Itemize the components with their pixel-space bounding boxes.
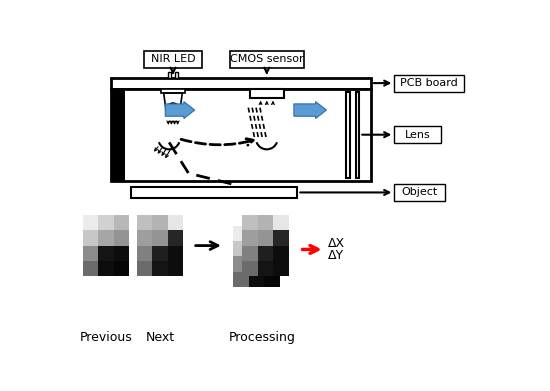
Bar	[98, 215, 114, 230]
Bar	[168, 215, 184, 230]
Bar	[168, 261, 184, 276]
Text: NIR LED: NIR LED	[151, 54, 195, 64]
Bar	[114, 215, 129, 230]
Polygon shape	[164, 93, 182, 110]
Bar	[258, 230, 273, 246]
Bar	[273, 215, 289, 230]
Bar	[131, 187, 298, 198]
Text: Object: Object	[401, 187, 437, 197]
Bar	[233, 256, 249, 272]
Bar	[249, 241, 264, 256]
FancyArrow shape	[294, 102, 327, 118]
Text: Processing: Processing	[228, 332, 295, 344]
Bar	[82, 246, 98, 261]
Bar	[111, 88, 125, 181]
Bar	[174, 72, 178, 78]
Bar	[137, 215, 152, 230]
Bar	[394, 184, 444, 201]
Bar	[114, 261, 129, 276]
Bar	[152, 261, 168, 276]
Bar	[168, 246, 184, 261]
Bar	[394, 126, 441, 143]
Bar	[111, 78, 371, 88]
Bar	[168, 230, 184, 246]
Bar	[233, 241, 249, 256]
Bar	[243, 246, 258, 261]
Bar	[137, 246, 152, 261]
Bar	[264, 226, 279, 241]
Bar	[98, 261, 114, 276]
Bar	[249, 226, 264, 241]
Bar	[82, 230, 98, 246]
Text: Previous: Previous	[80, 332, 133, 344]
Bar	[98, 230, 114, 246]
Bar	[233, 272, 249, 287]
FancyArrow shape	[165, 102, 195, 118]
Bar	[273, 261, 289, 276]
Bar	[137, 261, 152, 276]
Bar	[258, 215, 273, 230]
Text: ΔX: ΔX	[328, 237, 345, 250]
Text: PCB board: PCB board	[400, 78, 458, 88]
Bar	[258, 261, 273, 276]
Bar	[394, 75, 464, 91]
Bar	[82, 261, 98, 276]
Bar	[273, 230, 289, 246]
Bar	[137, 230, 152, 246]
Bar	[114, 246, 129, 261]
Bar	[114, 230, 129, 246]
Bar	[264, 241, 279, 256]
Wedge shape	[166, 103, 180, 110]
Bar	[144, 51, 202, 68]
Bar	[243, 230, 258, 246]
Bar	[258, 246, 273, 261]
Bar	[250, 88, 284, 98]
Bar	[111, 88, 371, 181]
Bar	[249, 272, 264, 287]
Bar	[168, 72, 172, 78]
Text: Lens: Lens	[405, 130, 430, 140]
Bar	[273, 246, 289, 261]
Bar	[230, 51, 304, 68]
Bar	[98, 246, 114, 261]
Bar	[243, 261, 258, 276]
Bar	[243, 215, 258, 230]
Bar	[264, 272, 279, 287]
Text: Next: Next	[146, 332, 175, 344]
Text: ΔY: ΔY	[328, 249, 344, 262]
Bar	[249, 256, 264, 272]
Bar	[82, 215, 98, 230]
Text: CMOS sensor: CMOS sensor	[230, 54, 304, 64]
Bar	[233, 226, 249, 241]
Bar	[152, 215, 168, 230]
Bar	[161, 88, 185, 93]
Bar	[152, 230, 168, 246]
Bar	[264, 256, 279, 272]
Bar	[346, 91, 350, 178]
Bar	[355, 91, 359, 178]
Bar	[152, 246, 168, 261]
